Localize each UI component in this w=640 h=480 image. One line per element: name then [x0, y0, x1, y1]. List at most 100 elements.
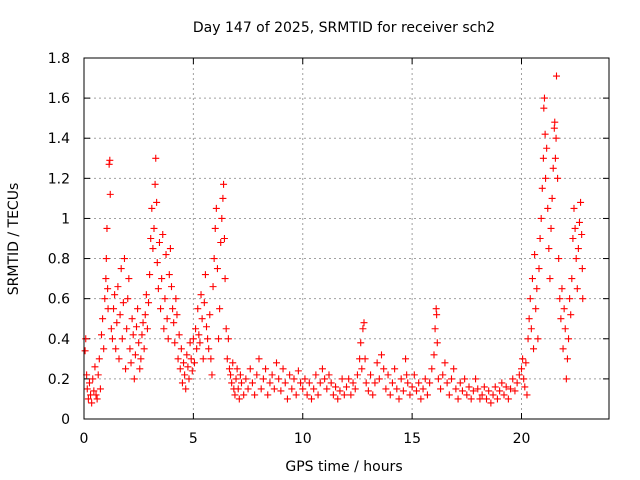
data-point: [545, 245, 553, 253]
data-point: [329, 391, 337, 399]
data-point: [185, 375, 193, 383]
data-point: [190, 359, 198, 367]
data-point: [255, 355, 263, 363]
data-point: [176, 365, 184, 373]
x-tick-label: 15: [403, 431, 421, 447]
data-point: [224, 335, 232, 343]
data-point: [528, 275, 536, 283]
data-point: [138, 331, 146, 339]
data-point: [391, 365, 399, 373]
data-point: [218, 214, 226, 222]
data-point: [92, 391, 100, 399]
data-point: [487, 399, 495, 407]
data-point: [128, 315, 136, 323]
data-point: [248, 379, 256, 387]
data-point: [259, 375, 267, 383]
data-point: [238, 379, 245, 387]
data-point: [463, 391, 471, 399]
data-point: [187, 355, 195, 363]
data-point: [277, 387, 285, 395]
data-point: [94, 371, 102, 379]
data-point: [343, 383, 350, 391]
data-point: [485, 387, 493, 395]
data-point: [134, 305, 142, 313]
data-point: [100, 345, 108, 353]
data-point: [323, 385, 331, 393]
data-point: [172, 295, 180, 303]
data-point: [111, 291, 119, 299]
data-point: [220, 235, 228, 242]
data-point: [83, 385, 91, 393]
axis-ticks: 0 0.2 0.4 0.6 0.8 1 1.2 1.4 1.6 1.8 0 5 10 15 20: [48, 51, 609, 447]
data-point: [130, 375, 138, 383]
data-point: [559, 345, 567, 353]
data-point: [257, 385, 265, 393]
data-point: [415, 379, 423, 387]
data-point: [560, 305, 568, 313]
data-point: [511, 387, 519, 395]
data-point: [98, 331, 105, 339]
data-point: [565, 335, 573, 343]
x-tick-label: 10: [294, 431, 312, 447]
data-point: [89, 375, 97, 383]
data-point: [212, 204, 220, 212]
data-point: [235, 395, 243, 403]
data-point: [467, 395, 475, 403]
data-point: [556, 295, 564, 303]
data-point: [268, 371, 276, 379]
data-point: [189, 335, 197, 343]
data-point: [195, 331, 203, 339]
data-point: [540, 94, 548, 102]
data-point: [378, 351, 385, 359]
data-point: [117, 265, 125, 273]
data-point: [168, 283, 175, 291]
data-point: [573, 285, 581, 293]
data-point: [82, 335, 90, 343]
data-point: [147, 235, 155, 242]
data-point: [115, 355, 123, 363]
data-point: [340, 391, 348, 399]
data-point: [536, 235, 544, 242]
data-point: [216, 305, 224, 313]
data-point: [367, 371, 375, 379]
data-point: [431, 325, 439, 333]
data-point: [150, 224, 158, 232]
data-point: [135, 339, 143, 347]
data-point: [84, 395, 92, 403]
data-point: [193, 345, 201, 353]
data-point: [334, 395, 342, 403]
data-point: [88, 399, 96, 407]
data-point: [568, 275, 576, 283]
data-point: [369, 391, 377, 399]
data-point: [99, 315, 107, 323]
data-point: [166, 245, 174, 253]
data-point: [358, 365, 366, 373]
data-point: [509, 375, 517, 383]
data-point: [81, 347, 89, 355]
y-tick-label: 0.2: [48, 372, 70, 388]
data-point: [225, 365, 233, 373]
data-point: [145, 299, 153, 307]
data-point: [199, 355, 207, 363]
data-point: [502, 383, 510, 391]
data-point: [159, 230, 167, 238]
data-point: [133, 323, 140, 331]
data-point: [137, 355, 145, 363]
data-point: [533, 285, 541, 293]
data-point: [410, 371, 418, 379]
data-point: [217, 239, 225, 247]
data-point: [232, 375, 240, 383]
data-point: [380, 365, 388, 373]
data-point: [572, 255, 580, 263]
data-point: [236, 371, 244, 379]
data-point: [116, 311, 124, 319]
data-point: [141, 311, 149, 319]
data-point: [579, 295, 587, 303]
data-point: [220, 180, 228, 188]
data-point: [397, 375, 405, 383]
data-point: [563, 355, 571, 363]
data-point: [570, 204, 578, 212]
data-point: [375, 375, 383, 383]
data-point: [196, 339, 204, 347]
